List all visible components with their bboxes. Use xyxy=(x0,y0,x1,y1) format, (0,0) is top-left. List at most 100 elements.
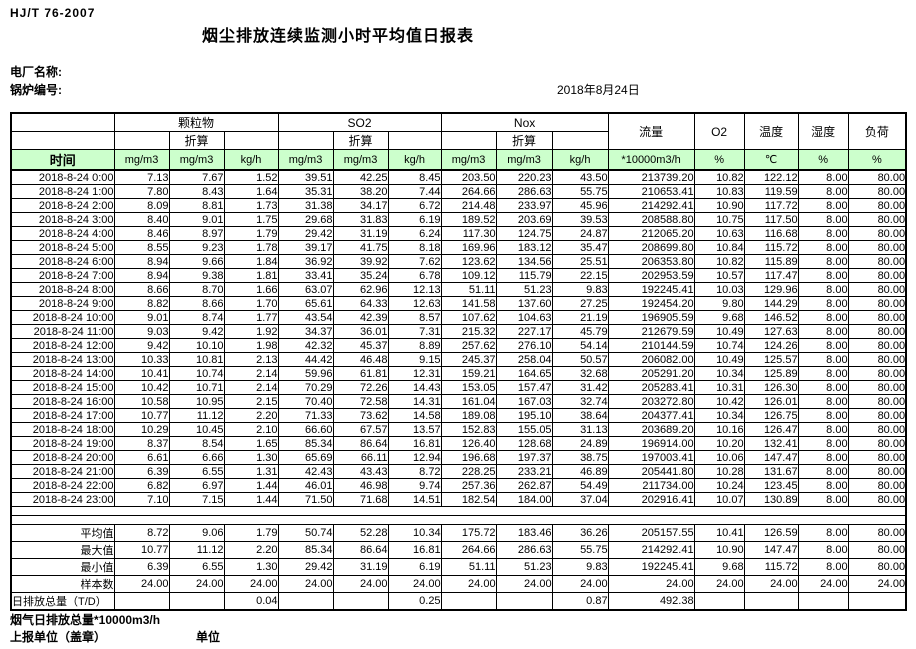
time-cell: 2018-8-24 7:00 xyxy=(10,268,115,283)
value-cell: 39.51 xyxy=(277,169,334,185)
unit-cell: kg/h xyxy=(551,149,609,171)
value-cell: 125.89 xyxy=(743,366,799,381)
time-cell: 2018-8-24 8:00 xyxy=(10,282,115,297)
time-cell: 2018-8-24 11:00 xyxy=(10,324,115,339)
value-cell: 71.68 xyxy=(332,492,389,507)
value-cell: 10.45 xyxy=(168,422,225,437)
value-cell: 11.12 xyxy=(168,541,225,559)
value-cell: 175.72 xyxy=(440,524,497,542)
summary-label: 最小值 xyxy=(10,558,115,576)
value-cell: 12.94 xyxy=(387,450,442,465)
value-cell: 126.01 xyxy=(743,394,799,409)
value-cell: 152.83 xyxy=(440,422,497,437)
value-cell: 51.23 xyxy=(495,558,553,576)
unit-cell: kg/h xyxy=(387,149,442,171)
value-cell: 55.75 xyxy=(551,184,609,199)
unit-cell: mg/m3 xyxy=(440,149,497,171)
value-cell: 70.29 xyxy=(277,380,334,395)
spacer-row xyxy=(11,515,907,525)
value-cell: 86.64 xyxy=(332,436,389,451)
group-header-row: 颗粒物 SO2 Nox 流量 O2 温度 湿度 负荷 xyxy=(10,112,907,150)
value-cell: 80.00 xyxy=(847,380,907,395)
value-cell: 45.37 xyxy=(332,338,389,353)
value-cell: 10.75 xyxy=(693,212,745,227)
value-cell: 6.55 xyxy=(168,464,225,479)
value-cell: 80.00 xyxy=(847,524,907,542)
value-cell: 67.57 xyxy=(332,422,389,437)
value-cell: 9.23 xyxy=(168,240,225,255)
value-cell: 9.03 xyxy=(113,324,170,339)
value-cell: 24.00 xyxy=(168,575,225,593)
time-cell: 2018-8-24 4:00 xyxy=(10,226,115,241)
value-cell: 205283.41 xyxy=(607,380,695,395)
value-cell: 1.92 xyxy=(223,324,279,339)
value-cell: 8.00 xyxy=(797,212,849,227)
value-cell: 54.14 xyxy=(551,338,609,353)
value-cell: 8.74 xyxy=(168,310,225,325)
value-cell: 1.81 xyxy=(223,268,279,283)
value-cell: 24.00 xyxy=(113,575,170,593)
value-cell: 8.00 xyxy=(797,240,849,255)
value-cell: 10.10 xyxy=(168,338,225,353)
value-cell: 10.81 xyxy=(168,352,225,367)
value-cell: 8.00 xyxy=(797,338,849,353)
time-cell: 2018-8-24 10:00 xyxy=(10,310,115,325)
value-cell: 107.62 xyxy=(440,310,497,325)
table-row: 2018-8-24 10:00 9.01 8.74 1.77 43.54 42.39 8.5… xyxy=(10,310,907,325)
unit-cell-humidity: % xyxy=(797,149,849,171)
value-cell: 210653.41 xyxy=(607,184,695,199)
value-cell: 115.89 xyxy=(743,254,799,269)
value-cell: 203689.20 xyxy=(607,422,695,437)
value-cell: 31.13 xyxy=(551,422,609,437)
value-cell: 10.28 xyxy=(693,464,745,479)
value-cell: 10.95 xyxy=(168,394,225,409)
value-cell: 196905.59 xyxy=(607,310,695,325)
value-cell: 192245.41 xyxy=(607,558,695,576)
unit-cell: mg/m3 xyxy=(495,149,553,171)
value-cell: 10.34 xyxy=(693,366,745,381)
value-cell: 8.45 xyxy=(387,169,442,185)
value-cell: 44.42 xyxy=(277,352,334,367)
value-cell: 184.00 xyxy=(495,492,553,507)
value-cell: 80.00 xyxy=(847,184,907,199)
value-cell: 80.00 xyxy=(847,324,907,339)
value-cell: 66.60 xyxy=(277,422,334,437)
value-cell: 10.74 xyxy=(168,366,225,381)
value-cell: 39.53 xyxy=(551,212,609,227)
value-cell: 147.47 xyxy=(743,450,799,465)
value-cell: 192454.20 xyxy=(607,296,695,311)
value-cell: 126.47 xyxy=(743,422,799,437)
unit-cell: mg/m3 xyxy=(168,149,225,171)
value-cell: 1.79 xyxy=(223,226,279,241)
value-cell: 189.08 xyxy=(440,408,497,423)
value-cell: 24.00 xyxy=(607,575,695,593)
value-cell: 141.58 xyxy=(440,296,497,311)
value-cell: 8.00 xyxy=(797,169,849,185)
value-cell xyxy=(743,592,799,611)
col-header-temperature: 温度 xyxy=(743,112,799,150)
value-cell: 183.46 xyxy=(495,524,553,542)
value-cell: 9.68 xyxy=(693,310,745,325)
value-cell: 206353.80 xyxy=(607,254,695,269)
time-column-header: 时间 xyxy=(10,149,115,171)
spacer-row xyxy=(11,506,907,516)
value-cell: 214292.41 xyxy=(607,541,695,559)
time-cell: 2018-8-24 0:00 xyxy=(10,169,115,185)
value-cell: 8.00 xyxy=(797,478,849,493)
value-cell: 157.47 xyxy=(495,380,553,395)
table-row: 2018-8-24 16:00 10.58 10.95 2.15 70.40 72.58 1… xyxy=(10,394,907,409)
value-cell: 38.20 xyxy=(332,184,389,199)
value-cell: 146.52 xyxy=(743,310,799,325)
value-cell: 8.66 xyxy=(113,282,170,297)
value-cell: 10.49 xyxy=(693,352,745,367)
value-cell: 1.52 xyxy=(223,169,279,185)
value-cell: 7.13 xyxy=(113,169,170,185)
value-cell: 153.05 xyxy=(440,380,497,395)
value-cell: 8.00 xyxy=(797,184,849,199)
time-cell: 2018-8-24 3:00 xyxy=(10,212,115,227)
value-cell: 257.62 xyxy=(440,338,497,353)
value-cell: 1.31 xyxy=(223,464,279,479)
page-title: 烟尘排放连续监测小时平均值日报表 xyxy=(202,28,475,45)
value-cell: 27.25 xyxy=(551,296,609,311)
